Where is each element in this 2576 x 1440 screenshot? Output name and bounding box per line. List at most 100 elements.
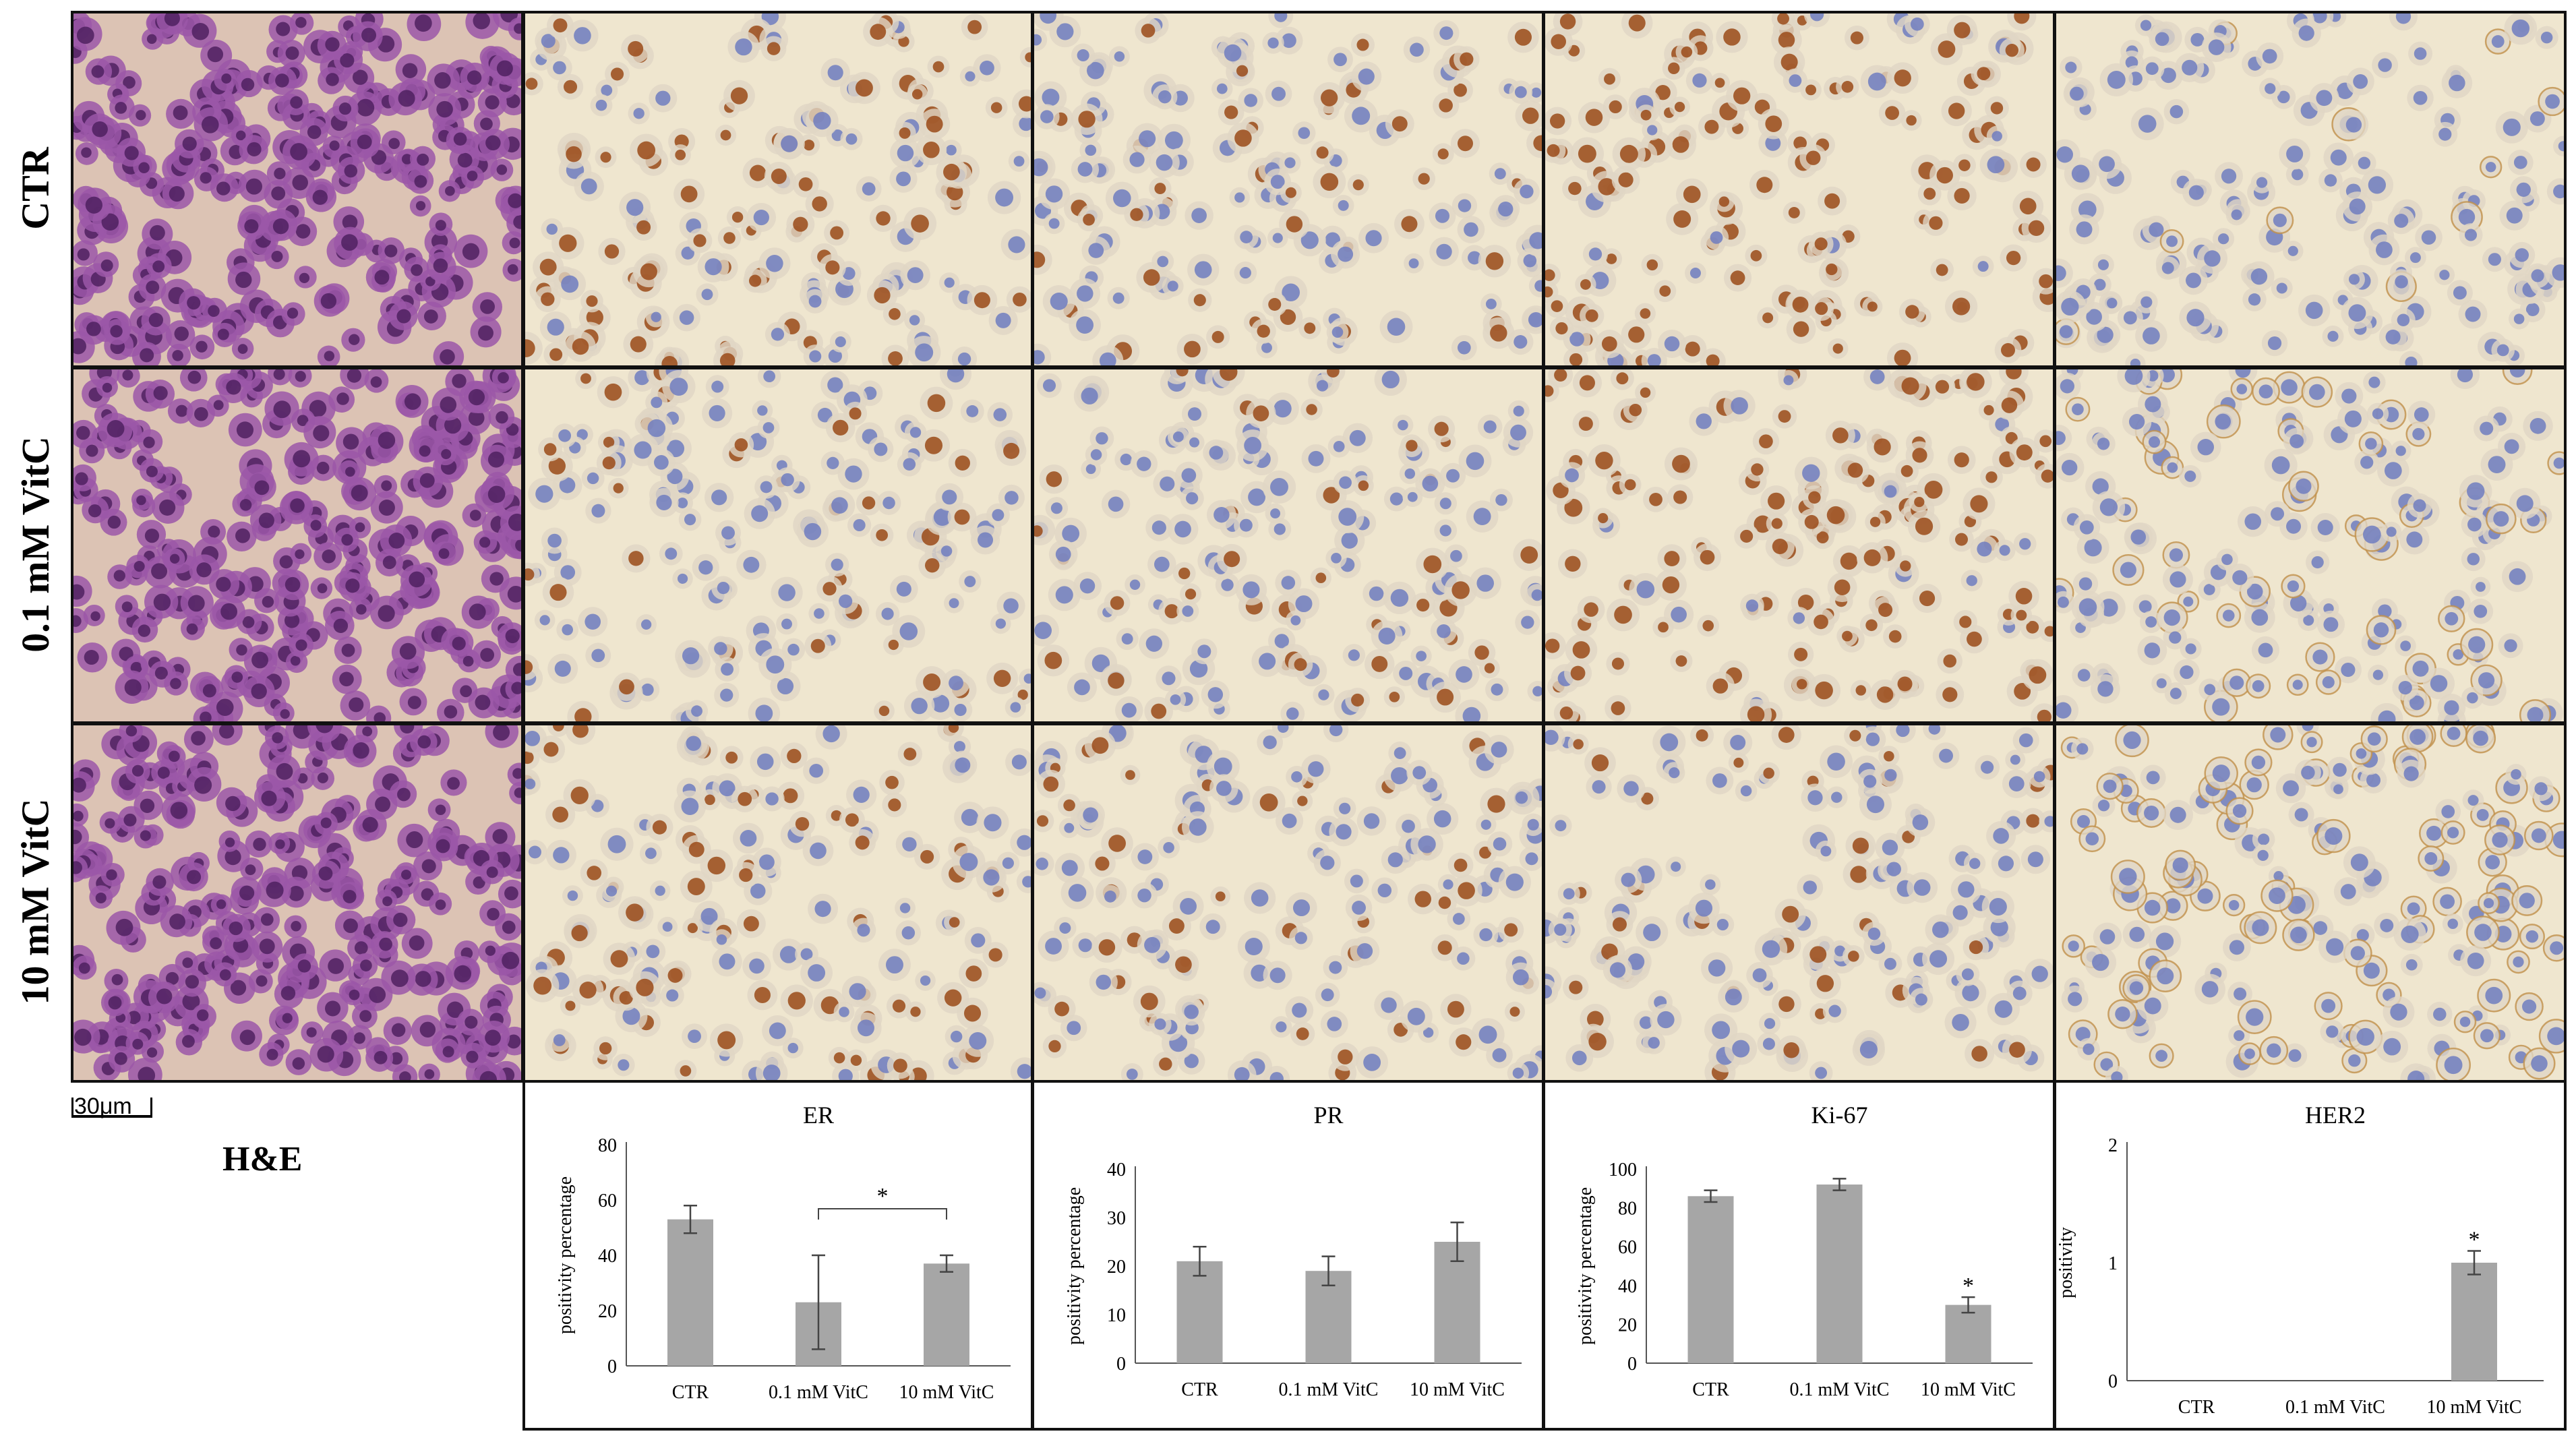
micrograph-pr-row1 bbox=[1031, 11, 1545, 368]
category-label: 10 mM VitC bbox=[2427, 1397, 2522, 1418]
category-label: CTR bbox=[1181, 1379, 1218, 1400]
micrograph-texture bbox=[1034, 725, 1542, 1080]
bar bbox=[2451, 1263, 2497, 1381]
error-bar bbox=[1193, 1245, 1207, 1277]
micrograph-texture bbox=[2056, 13, 2564, 365]
y-tick-label: 0 bbox=[607, 1356, 617, 1377]
category-label: 10 mM VitC bbox=[1410, 1379, 1505, 1400]
chart-pr: PR positivity percentage 0 10 20 30 40 CTR 0.1 m… bbox=[1031, 1080, 1545, 1431]
y-tick-label: 0 bbox=[1116, 1354, 1126, 1375]
y-tick-label: 80 bbox=[1618, 1199, 1637, 1220]
significance-star: * bbox=[1963, 1273, 1974, 1298]
y-axis-label: positivity percentage bbox=[555, 1176, 576, 1334]
y-tick-label: 0 bbox=[1627, 1354, 1637, 1375]
micrograph-texture bbox=[2056, 369, 2564, 721]
error-bar bbox=[1704, 1189, 1718, 1203]
micrograph-texture bbox=[73, 725, 521, 1080]
chart-her2: HER2 positivity 0 1 2 CTR 0.1 mM VitC 10 mM Vit… bbox=[2054, 1080, 2567, 1431]
row-label-10mm: 10 mM VitC bbox=[0, 723, 71, 1080]
error-bar bbox=[940, 1254, 953, 1273]
y-tick-label: 1 bbox=[2108, 1253, 2118, 1274]
category-label: 0.1 mM VitC bbox=[769, 1382, 868, 1403]
error-bar bbox=[812, 1254, 825, 1350]
micrograph-texture bbox=[1034, 369, 1542, 721]
bar bbox=[1945, 1304, 1991, 1363]
y-tick-label: 10 bbox=[1107, 1305, 1126, 1326]
micrograph-texture bbox=[73, 369, 521, 721]
row-label-0-1mm: 0.1 mM VitC bbox=[0, 367, 71, 721]
micrograph-her2-row3 bbox=[2054, 723, 2567, 1083]
y-tick-label: 2 bbox=[2108, 1135, 2118, 1156]
chart-er-svg: ER positivity percentage 0 20 40 60 80 CTR 0.1 m… bbox=[555, 1102, 1011, 1403]
chart-er: ER positivity percentage 0 20 40 60 80 CTR 0.1 m… bbox=[522, 1080, 1034, 1431]
micrograph-pr-row2 bbox=[1031, 367, 1545, 724]
significance-star: * bbox=[2469, 1228, 2480, 1253]
micrograph-her2-row2 bbox=[2054, 367, 2567, 724]
micrograph-texture bbox=[2056, 725, 2564, 1080]
micrograph-ki67-row3 bbox=[1542, 723, 2056, 1083]
micrograph-pr-row3 bbox=[1031, 723, 1545, 1083]
chart-title: ER bbox=[803, 1102, 834, 1129]
chart-title: PR bbox=[1313, 1102, 1343, 1129]
category-label: CTR bbox=[672, 1382, 709, 1403]
y-tick-label: 40 bbox=[598, 1246, 617, 1267]
micrograph-he-row2 bbox=[71, 367, 524, 724]
category-label: 0.1 mM VitC bbox=[1790, 1379, 1890, 1400]
significance-star: * bbox=[877, 1184, 889, 1209]
chart-title: HER2 bbox=[2305, 1102, 2366, 1129]
row-label-0-1mm-text: 0.1 mM VitC bbox=[13, 436, 57, 653]
y-tick-label: 60 bbox=[598, 1191, 617, 1211]
y-tick-label: 20 bbox=[1618, 1315, 1637, 1336]
bar bbox=[1816, 1184, 1863, 1363]
micrograph-er-row2 bbox=[522, 367, 1034, 724]
chart-ki67: Ki-67 positivity percentage 0 20 40 60 80 100 CT… bbox=[1542, 1080, 2056, 1431]
micrograph-er-row1 bbox=[522, 11, 1034, 368]
micrograph-he-row3 bbox=[71, 723, 524, 1083]
error-bar bbox=[2467, 1250, 2481, 1276]
micrograph-texture bbox=[1545, 369, 2053, 721]
bar bbox=[924, 1263, 969, 1366]
stain-label-he: H&E bbox=[222, 1140, 303, 1178]
y-tick-label: 20 bbox=[1107, 1257, 1126, 1278]
category-label: 0.1 mM VitC bbox=[1279, 1379, 1379, 1400]
micrograph-texture bbox=[1545, 13, 2053, 365]
y-tick-label: 40 bbox=[1107, 1160, 1126, 1180]
row-label-ctr: CTR bbox=[0, 11, 71, 365]
micrograph-texture bbox=[525, 369, 1031, 721]
y-axis-label: positivity bbox=[2056, 1227, 2076, 1298]
micrograph-texture bbox=[1034, 13, 1542, 365]
y-axis-label: positivity percentage bbox=[1064, 1187, 1085, 1345]
category-label: CTR bbox=[2178, 1397, 2215, 1418]
row-label-ctr-text: CTR bbox=[13, 146, 57, 230]
row-label-10mm-text: 10 mM VitC bbox=[13, 798, 57, 1005]
category-label: CTR bbox=[1692, 1379, 1729, 1400]
micrograph-texture bbox=[1545, 725, 2053, 1080]
scale-bar bbox=[71, 1098, 152, 1118]
y-tick-label: 40 bbox=[1618, 1276, 1637, 1297]
y-tick-label: 60 bbox=[1618, 1237, 1637, 1258]
y-tick-label: 30 bbox=[1107, 1208, 1126, 1229]
significance-bracket bbox=[818, 1208, 947, 1220]
micrograph-ki67-row1 bbox=[1542, 11, 2056, 368]
bar bbox=[1687, 1196, 1734, 1363]
y-tick-label: 100 bbox=[1609, 1160, 1637, 1180]
scale-bar-label: 30μm bbox=[74, 1093, 132, 1119]
micrograph-texture bbox=[525, 13, 1031, 365]
y-tick-label: 80 bbox=[598, 1135, 617, 1156]
chart-ki67-svg: Ki-67 positivity percentage 0 20 40 60 80 100 CT… bbox=[1575, 1102, 2033, 1400]
micrograph-texture bbox=[525, 725, 1031, 1080]
micrograph-he-row1 bbox=[71, 11, 524, 368]
error-bar bbox=[1961, 1296, 1975, 1314]
category-label: 10 mM VitC bbox=[899, 1382, 994, 1403]
bar bbox=[667, 1219, 713, 1366]
error-bar bbox=[1321, 1255, 1336, 1287]
error-bar bbox=[684, 1204, 697, 1234]
y-tick-label: 20 bbox=[598, 1301, 617, 1322]
micrograph-her2-row1 bbox=[2054, 11, 2567, 368]
category-label: 0.1 mM VitC bbox=[2285, 1397, 2385, 1418]
chart-pr-svg: PR positivity percentage 0 10 20 30 40 CTR 0.1 m… bbox=[1064, 1102, 1522, 1400]
error-bar bbox=[1832, 1178, 1847, 1191]
error-bar bbox=[1450, 1221, 1464, 1263]
micrograph-er-row3 bbox=[522, 723, 1034, 1083]
micrograph-ki67-row2 bbox=[1542, 367, 2056, 724]
